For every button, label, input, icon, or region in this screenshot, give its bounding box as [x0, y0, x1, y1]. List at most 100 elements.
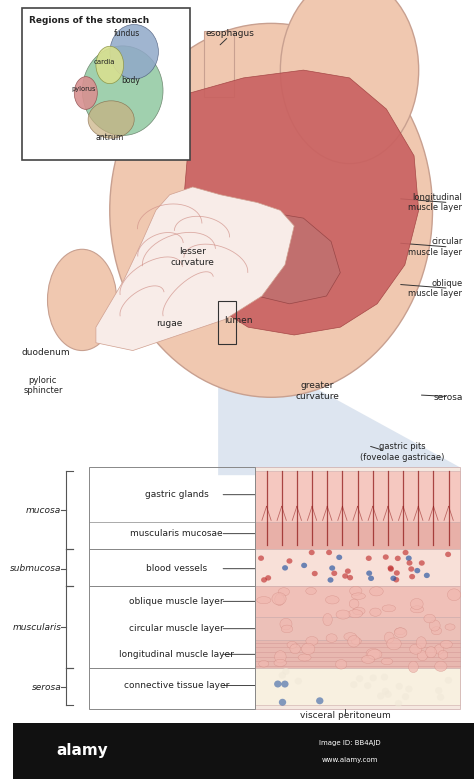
- Text: blood vessels: blood vessels: [146, 564, 207, 573]
- Ellipse shape: [348, 610, 363, 618]
- Ellipse shape: [274, 659, 286, 667]
- Ellipse shape: [74, 76, 97, 109]
- Ellipse shape: [82, 46, 163, 136]
- Ellipse shape: [366, 648, 380, 659]
- Ellipse shape: [331, 570, 337, 576]
- Ellipse shape: [88, 100, 134, 138]
- Ellipse shape: [96, 46, 124, 83]
- Ellipse shape: [312, 571, 318, 576]
- Ellipse shape: [287, 641, 297, 648]
- Ellipse shape: [402, 550, 409, 555]
- Ellipse shape: [344, 633, 356, 640]
- Ellipse shape: [47, 249, 117, 351]
- Ellipse shape: [370, 608, 381, 616]
- Ellipse shape: [393, 577, 399, 583]
- Ellipse shape: [419, 560, 425, 566]
- Text: pylorus: pylorus: [71, 86, 96, 92]
- Ellipse shape: [323, 614, 332, 626]
- Ellipse shape: [290, 644, 301, 654]
- Text: circular muscle layer: circular muscle layer: [129, 624, 224, 633]
- Ellipse shape: [336, 555, 342, 560]
- Ellipse shape: [395, 700, 402, 707]
- Ellipse shape: [265, 575, 271, 580]
- Ellipse shape: [445, 677, 452, 684]
- Ellipse shape: [410, 644, 422, 654]
- Ellipse shape: [388, 566, 393, 571]
- Ellipse shape: [408, 566, 414, 572]
- Bar: [204, 31, 234, 97]
- Text: serosa: serosa: [32, 682, 61, 692]
- Ellipse shape: [435, 687, 442, 694]
- Bar: [255, 586, 460, 617]
- Ellipse shape: [377, 693, 384, 700]
- Text: Image ID: BB4AJD: Image ID: BB4AJD: [319, 740, 380, 746]
- Ellipse shape: [349, 587, 362, 595]
- Ellipse shape: [282, 565, 288, 570]
- Ellipse shape: [395, 628, 405, 635]
- Ellipse shape: [429, 620, 440, 631]
- Ellipse shape: [261, 577, 267, 583]
- Text: pyloric
sphincter: pyloric sphincter: [23, 376, 63, 395]
- Ellipse shape: [381, 658, 392, 664]
- Ellipse shape: [279, 672, 286, 679]
- Ellipse shape: [326, 634, 337, 643]
- Ellipse shape: [295, 678, 302, 685]
- Text: antrum: antrum: [96, 133, 124, 142]
- Ellipse shape: [364, 682, 372, 689]
- Bar: [255, 467, 460, 709]
- Ellipse shape: [410, 598, 423, 609]
- Polygon shape: [183, 70, 419, 335]
- Bar: [255, 640, 460, 668]
- Ellipse shape: [110, 23, 432, 397]
- Text: gastric glands: gastric glands: [145, 490, 209, 499]
- Ellipse shape: [405, 686, 412, 693]
- Ellipse shape: [350, 681, 357, 688]
- Text: submucosa: submucosa: [10, 564, 61, 573]
- Ellipse shape: [348, 636, 360, 647]
- Ellipse shape: [356, 675, 363, 682]
- Ellipse shape: [409, 574, 415, 580]
- Text: www.alamy.com: www.alamy.com: [321, 757, 378, 763]
- Ellipse shape: [352, 593, 365, 599]
- Ellipse shape: [381, 674, 388, 681]
- Ellipse shape: [362, 655, 374, 664]
- Ellipse shape: [417, 650, 428, 661]
- Ellipse shape: [279, 699, 286, 706]
- Text: longitudinal
muscle layer: longitudinal muscle layer: [409, 193, 463, 212]
- Ellipse shape: [406, 555, 412, 561]
- Ellipse shape: [353, 608, 365, 615]
- Ellipse shape: [259, 661, 269, 667]
- Ellipse shape: [391, 576, 396, 581]
- Ellipse shape: [281, 625, 293, 633]
- Text: oblique
muscle layer: oblique muscle layer: [409, 279, 463, 298]
- Text: lumen: lumen: [224, 316, 252, 326]
- Ellipse shape: [342, 573, 348, 579]
- Ellipse shape: [336, 660, 347, 669]
- Ellipse shape: [278, 587, 290, 596]
- Ellipse shape: [431, 626, 442, 635]
- Ellipse shape: [424, 615, 436, 623]
- Ellipse shape: [414, 568, 420, 573]
- Ellipse shape: [110, 24, 158, 79]
- Text: longitudinal muscle layer: longitudinal muscle layer: [119, 650, 234, 659]
- Ellipse shape: [388, 566, 394, 572]
- Ellipse shape: [435, 661, 447, 671]
- Ellipse shape: [306, 636, 318, 646]
- Ellipse shape: [280, 0, 419, 164]
- Text: muscularis: muscularis: [12, 622, 61, 632]
- Bar: [255, 668, 460, 705]
- Ellipse shape: [416, 636, 426, 649]
- Text: cardia: cardia: [93, 59, 115, 65]
- Ellipse shape: [326, 550, 332, 555]
- Ellipse shape: [434, 644, 444, 654]
- Bar: [218, 301, 236, 344]
- Ellipse shape: [438, 650, 448, 659]
- Ellipse shape: [345, 569, 351, 574]
- Text: mucosa: mucosa: [26, 506, 61, 515]
- Text: fundus: fundus: [114, 30, 140, 38]
- Bar: [255, 471, 460, 522]
- Ellipse shape: [286, 559, 292, 564]
- Text: circular
muscle layer: circular muscle layer: [409, 238, 463, 256]
- Ellipse shape: [370, 587, 383, 596]
- Ellipse shape: [370, 675, 377, 682]
